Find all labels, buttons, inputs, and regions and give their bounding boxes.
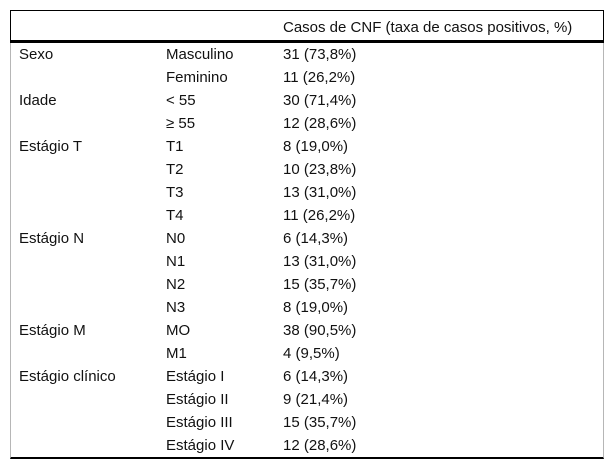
table-row: Estágio N N0 6 (14,3%) [11, 227, 603, 250]
table-row: Estágio II 9 (21,4%) [11, 388, 603, 411]
header-value-cell: Casos de CNF (taxa de casos positivos, %… [283, 19, 573, 36]
subcategory-cell: N2 [166, 276, 186, 293]
table-row: Estágio III 15 (35,7%) [11, 411, 603, 434]
table-row: Sexo Masculino 31 (73,8%) [11, 43, 603, 66]
subcategory-cell: N3 [166, 299, 186, 316]
value-cell: 11 (26,2%) [283, 69, 356, 86]
subcategory-cell: Estágio IV [166, 437, 235, 454]
value-cell: 9 (21,4%) [283, 391, 349, 408]
table-row: ≥ 55 12 (28,6%) [11, 112, 603, 135]
subcategory-cell: T1 [166, 138, 184, 155]
table-row: Feminino 11 (26,2%) [11, 66, 603, 89]
value-cell: 6 (14,3%) [283, 230, 349, 247]
table-row: Idade < 55 30 (71,4%) [11, 89, 603, 112]
value-cell: 8 (19,0%) [283, 299, 349, 316]
value-cell: 15 (35,7%) [283, 276, 357, 293]
characteristics-table: Casos de CNF (taxa de casos positivos, %… [10, 10, 604, 459]
subcategory-cell: Estágio I [166, 368, 225, 385]
table-row: Estágio M MO 38 (90,5%) [11, 319, 603, 342]
subcategory-cell: M1 [166, 345, 187, 362]
subcategory-cell: Masculino [166, 46, 234, 63]
value-cell: 13 (31,0%) [283, 184, 357, 201]
category-cell: Idade [19, 92, 57, 109]
table-header-row: Casos de CNF (taxa de casos positivos, %… [10, 10, 604, 43]
table-row: M1 4 (9,5%) [11, 342, 603, 365]
table-row: N3 8 (19,0%) [11, 296, 603, 319]
table-row: T4 11 (26,2%) [11, 204, 603, 227]
subcategory-cell: N1 [166, 253, 186, 270]
table-row: T2 10 (23,8%) [11, 158, 603, 181]
subcategory-cell: < 55 [166, 92, 196, 109]
value-cell: 15 (35,7%) [283, 414, 357, 431]
table-row: N1 13 (31,0%) [11, 250, 603, 273]
subcategory-cell: T4 [166, 207, 184, 224]
subcategory-cell: Estágio III [166, 414, 233, 431]
value-cell: 11 (26,2%) [283, 207, 356, 224]
value-cell: 12 (28,6%) [283, 115, 357, 132]
table-row: N2 15 (35,7%) [11, 273, 603, 296]
category-cell: Estágio N [19, 230, 85, 247]
subcategory-cell: Feminino [166, 69, 228, 86]
subcategory-cell: T3 [166, 184, 184, 201]
table-row: Estágio IV 12 (28,6%) [11, 434, 603, 457]
value-cell: 38 (90,5%) [283, 322, 357, 339]
subcategory-cell: N0 [166, 230, 186, 247]
table-row: Estágio clínico Estágio I 6 (14,3%) [11, 365, 603, 388]
value-cell: 12 (28,6%) [283, 437, 357, 454]
value-cell: 8 (19,0%) [283, 138, 349, 155]
subcategory-cell: ≥ 55 [166, 115, 196, 132]
value-cell: 30 (71,4%) [283, 92, 357, 109]
value-cell: 10 (23,8%) [283, 161, 357, 178]
table-row: T3 13 (31,0%) [11, 181, 603, 204]
category-cell: Sexo [19, 46, 54, 63]
category-cell: Estágio M [19, 322, 86, 339]
table-body: Sexo Masculino 31 (73,8%) Feminino 11 (26,2%… [10, 43, 604, 459]
value-cell: 13 (31,0%) [283, 253, 357, 270]
category-cell: Estágio clínico [19, 368, 116, 385]
category-cell: Estágio T [19, 138, 83, 155]
table-row: Estágio T T1 8 (19,0%) [11, 135, 603, 158]
subcategory-cell: MO [166, 322, 191, 339]
value-cell: 31 (73,8%) [283, 46, 357, 63]
subcategory-cell: T2 [166, 161, 184, 178]
subcategory-cell: Estágio II [166, 391, 229, 408]
value-cell: 6 (14,3%) [283, 368, 349, 385]
value-cell: 4 (9,5%) [283, 345, 340, 362]
